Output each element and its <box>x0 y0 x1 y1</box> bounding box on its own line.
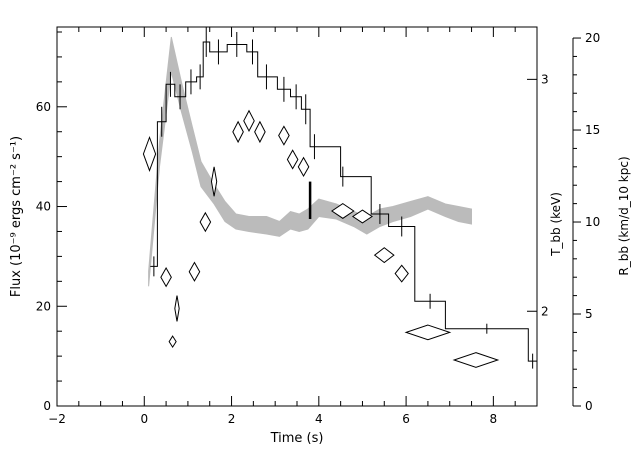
radius-diamond <box>278 125 290 146</box>
radius-diamond <box>210 166 218 197</box>
radius-tick-label: 5 <box>585 307 593 321</box>
radius-diamond <box>404 324 452 341</box>
radius-diamond <box>331 203 355 219</box>
y-axis-label-left: Flux (10⁻⁹ ergs cm⁻² s⁻¹) <box>9 136 24 297</box>
radius-diamond <box>160 267 172 288</box>
radius-tick-label: 0 <box>585 399 593 413</box>
y-axis-label-radius: R_bb (km/d_10 kpc) <box>617 156 631 275</box>
radius-diamond <box>297 156 310 178</box>
radius-diamond-layer <box>142 109 500 368</box>
temperature-tick-label: 3 <box>541 72 549 86</box>
temperature-band-layer <box>148 36 472 287</box>
radius-diamond <box>142 135 157 172</box>
radius-diamond <box>394 264 409 283</box>
y-tick-label-left: 40 <box>36 200 51 214</box>
radius-diamond <box>188 261 201 282</box>
y-axis-label-temperature: T_bb (keV) <box>549 192 563 257</box>
x-axis-label: Time (s) <box>270 431 324 446</box>
x-tick-label: 0 <box>140 412 148 426</box>
radius-tick-label: 20 <box>585 31 600 45</box>
radius-diamond <box>168 335 177 349</box>
x-tick-label: 8 <box>490 412 498 426</box>
radius-diamond <box>286 149 299 170</box>
flux-histogram-layer <box>149 27 537 369</box>
radius-diamond <box>254 120 266 144</box>
radius-diamond <box>373 247 395 264</box>
radius-diamond <box>243 109 255 133</box>
y-tick-label-left: 0 <box>43 399 51 413</box>
x-tick-label: −2 <box>48 412 66 426</box>
radius-tick-label: 15 <box>585 123 600 137</box>
temperature-band <box>148 36 472 287</box>
radius-diamond <box>351 209 373 224</box>
y-tick-label-left: 20 <box>36 299 51 313</box>
radius-diamond <box>232 120 244 144</box>
temperature-tick-label: 2 <box>541 304 549 318</box>
x-tick-label: 6 <box>402 412 410 426</box>
y-tick-label-left: 60 <box>36 100 51 114</box>
radius-diamond <box>199 211 212 233</box>
flux-histogram-line <box>149 41 537 362</box>
radius-tick-label: 10 <box>585 215 600 229</box>
radius-diamond <box>174 295 180 322</box>
radius-diamond <box>452 352 500 368</box>
x-tick-label: 2 <box>228 412 236 426</box>
x-tick-label: 4 <box>315 412 323 426</box>
